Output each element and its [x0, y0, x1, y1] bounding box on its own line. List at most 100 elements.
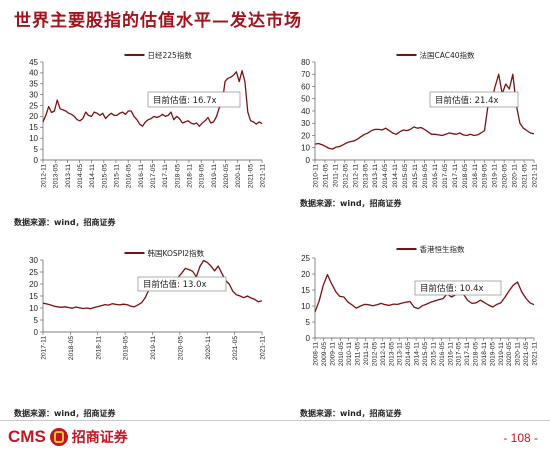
annotation-box [429, 91, 519, 108]
x-tick-label: 2011-05 [322, 164, 329, 188]
x-tick-label: 2011-11 [363, 342, 370, 366]
series-line [314, 73, 535, 150]
x-tick-label: 2013-05 [53, 164, 60, 189]
chart-svg: 韩国KOSPI2指数 0 5 10 15 20 25 30 2017-11 2018-05 2018… [29, 248, 267, 361]
annotation-text: 目前估值: 10.4x [420, 283, 484, 294]
legend-label: 法国CAC40指数 [420, 50, 476, 60]
x-tick-label: 2020-05 [506, 342, 513, 367]
x-tick-label: 2019-05 [199, 164, 206, 189]
x-tick-label: 2013-11 [397, 342, 404, 366]
page-number: - 108 - [503, 431, 538, 445]
y-tick-label: 5 [34, 145, 39, 154]
x-tick-label: 2021-05 [232, 336, 239, 361]
y-tick-label: 0 [34, 328, 39, 337]
y-tick-label: 10 [29, 134, 38, 143]
footer-divider [0, 420, 550, 421]
y-tick-label: 10 [301, 302, 310, 311]
annotation-box [137, 276, 227, 292]
valuation-annotation: 目前估值: 13.0x [137, 276, 227, 292]
x-tick-label: 2018-05 [68, 336, 75, 361]
x-tick-label: 2015-05 [402, 164, 409, 189]
x-tick-label: 2011-11 [332, 164, 339, 188]
y-tick-label: 15 [29, 123, 38, 132]
source-note: 数据来源：wind，招商证券 [14, 409, 116, 418]
valuation-annotation: 目前估值: 21.4x [429, 91, 519, 108]
x-tick-label: 2020-05 [223, 164, 230, 189]
y-tick-label: 45 [29, 58, 38, 67]
x-tick-label: 2010-11 [313, 164, 320, 188]
y-tick-label: 15 [301, 286, 310, 295]
y-tick-label: 40 [29, 69, 38, 78]
x-tick-label: 2019-05 [123, 336, 130, 361]
x-tick-label: 2016-05 [126, 164, 133, 189]
x-tick-label: 2017-05 [150, 164, 157, 189]
x-tick-label: 2018-05 [473, 342, 480, 367]
chart-svg: 法国CAC40指数 0 10 20 30 40 50 60 70 80 2010-11 2011-05… [301, 50, 539, 189]
x-tick-label: 2014-11 [89, 164, 96, 188]
x-tick-label: 2017-11 [41, 336, 48, 360]
y-tick-label: 30 [29, 256, 38, 265]
chart-panel-nikkei225: 日经225指数 0 5 10 15 20 25 30 35 40 45 2012-11 2013-05 2… [13, 50, 268, 208]
y-tick-label: 25 [301, 254, 310, 263]
y-tick-label: 10 [301, 144, 310, 153]
chart-legend: 日经225指数 [124, 50, 193, 60]
x-tick-label: 2019-11 [492, 164, 499, 188]
x-tick-label: 2020-11 [205, 336, 212, 360]
y-tick-label: 10 [29, 304, 38, 313]
x-tick-label: 2021-11 [260, 336, 267, 360]
annotation-text: 目前估值: 13.0x [143, 279, 207, 290]
x-tick-label: 2009-05 [321, 342, 328, 367]
company-logo: CMS 招商证券 [8, 426, 128, 448]
x-tick-label: 2021-11 [532, 164, 539, 188]
x-tick-label: 2009-11 [329, 342, 336, 366]
y-tick-label: 25 [29, 101, 38, 110]
source-note: 数据来源：wind，招商证券 [300, 409, 402, 418]
y-tick-label: 5 [34, 316, 39, 325]
x-tick-label: 2014-05 [382, 164, 389, 189]
logo-text: CMS [8, 427, 46, 446]
x-tick-label: 2015-05 [101, 164, 108, 189]
y-tick-label: 20 [301, 131, 310, 140]
x-tick-label: 2015-11 [114, 164, 121, 188]
x-tick-label: 2015-11 [412, 164, 419, 188]
x-tick-label: 2017-11 [452, 164, 459, 188]
valuation-annotation: 目前估值: 10.4x [414, 280, 502, 296]
y-tick-label: 20 [29, 280, 38, 289]
x-tick-label: 2012-05 [342, 164, 349, 189]
x-tick-label: 2011-05 [355, 342, 362, 366]
legend-label: 日经225指数 [148, 50, 193, 60]
y-tick-label: 20 [29, 112, 38, 121]
page-title: 世界主要股指的估值水平—发达市场 [14, 11, 302, 31]
chart-legend: 韩国KOSPI2指数 [124, 248, 205, 258]
x-tick-label: 2020-05 [502, 164, 509, 189]
y-tick-label: 0 [306, 156, 311, 165]
source-note: 数据来源：wind，招商证券 [14, 218, 116, 227]
x-tick-label: 2018-05 [462, 164, 469, 189]
annotation-box [147, 91, 241, 108]
y-tick-label: 20 [301, 270, 310, 279]
x-tick-label: 2018-05 [174, 164, 181, 189]
x-tick-label: 2015-05 [422, 342, 429, 367]
chart-legend: 香港恒生指数 [396, 244, 465, 254]
x-tick-label: 2018-11 [95, 336, 102, 360]
x-tick-label: 2018-11 [481, 342, 488, 366]
x-tick-label: 2008-11 [313, 342, 320, 366]
y-tick-label: 30 [301, 119, 310, 128]
y-tick-label: 30 [29, 90, 38, 99]
x-tick-label: 2015-11 [430, 342, 437, 366]
x-tick-label: 2014-11 [414, 342, 421, 366]
x-tick-label: 2019-11 [211, 164, 218, 188]
x-tick-label: 2018-11 [187, 164, 194, 188]
series-line [42, 70, 263, 127]
x-tick-label: 2016-11 [432, 164, 439, 188]
x-tick-label: 2021-11 [532, 342, 539, 366]
annotation-text: 目前估值: 21.4x [435, 95, 499, 106]
x-tick-label: 2019-05 [482, 164, 489, 189]
x-tick-label: 2019-11 [498, 342, 505, 366]
x-tick-label: 2012-11 [352, 164, 359, 188]
x-tick-label: 2016-11 [447, 342, 454, 366]
annotation-box [414, 280, 502, 296]
x-tick-label: 2014-11 [392, 164, 399, 188]
x-tick-label: 2012-11 [41, 164, 48, 188]
